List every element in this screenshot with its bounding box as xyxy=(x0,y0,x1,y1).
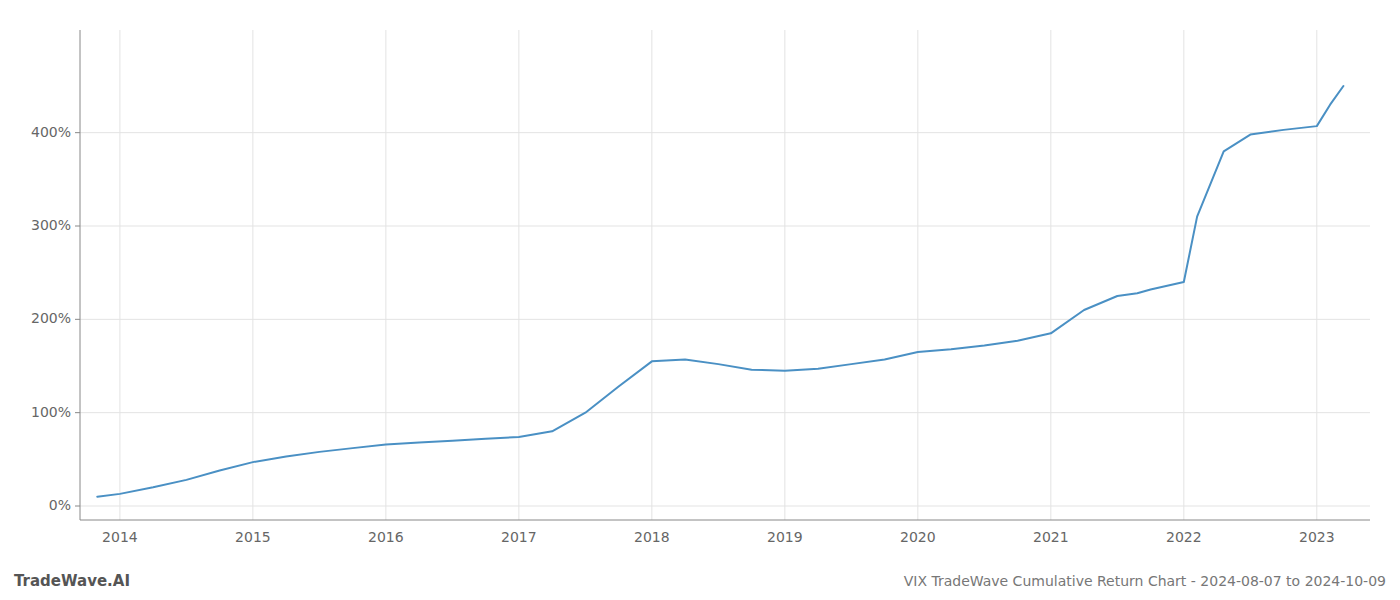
chart-svg: 0% 100% 200% 300% 400% 2014 2015 2016 2017 2018 20… xyxy=(0,0,1400,600)
y-tick xyxy=(75,319,80,320)
x-grid-line xyxy=(784,30,785,520)
data-line xyxy=(97,86,1343,497)
x-tick-label: 2015 xyxy=(235,529,271,545)
x-tick-label: 2014 xyxy=(102,529,138,545)
y-grid-line xyxy=(80,226,1370,227)
y-tick-label: 200% xyxy=(31,310,71,326)
y-tick-label: 400% xyxy=(31,124,71,140)
x-grid-line xyxy=(917,30,918,520)
x-axis-line xyxy=(80,520,1370,521)
y-tick-label: 300% xyxy=(31,217,71,233)
x-tick-label: 2022 xyxy=(1166,529,1202,545)
y-grid-line xyxy=(80,412,1370,413)
axes: 0% 100% 200% 300% 400% 2014 2015 2016 2017 2018 20… xyxy=(31,30,1370,545)
watermark: TradeWave.AI xyxy=(14,572,130,590)
x-tick-label: 2020 xyxy=(900,529,936,545)
plot-data xyxy=(97,86,1343,497)
y-grid-line xyxy=(80,506,1370,507)
y-tick xyxy=(75,412,80,413)
x-grid-line xyxy=(252,30,253,520)
x-grid-line xyxy=(119,30,120,520)
x-tick-label: 2021 xyxy=(1033,529,1069,545)
x-grid-line xyxy=(385,30,386,520)
x-tick-label: 2017 xyxy=(501,529,537,545)
y-tick-label: 100% xyxy=(31,404,71,420)
y-axis-line xyxy=(80,30,81,520)
x-grid-line xyxy=(1316,30,1317,520)
y-grid-line xyxy=(80,132,1370,133)
y-tick xyxy=(75,506,80,507)
x-grid-line xyxy=(1050,30,1051,520)
x-tick-label: 2023 xyxy=(1299,529,1335,545)
x-tick-label: 2016 xyxy=(368,529,404,545)
x-tick-label: 2019 xyxy=(767,529,803,545)
chart-container: 0% 100% 200% 300% 400% 2014 2015 2016 2017 2018 20… xyxy=(0,0,1400,600)
grid xyxy=(80,30,1370,520)
y-tick xyxy=(75,226,80,227)
background xyxy=(0,0,1400,600)
y-tick xyxy=(75,132,80,133)
x-grid-line xyxy=(1183,30,1184,520)
x-grid-line xyxy=(518,30,519,520)
x-grid-line xyxy=(651,30,652,520)
y-grid-line xyxy=(80,319,1370,320)
x-tick-label: 2018 xyxy=(634,529,670,545)
title: VIX TradeWave Cumulative Return Chart - … xyxy=(904,573,1386,589)
y-tick-label: 0% xyxy=(49,497,71,513)
